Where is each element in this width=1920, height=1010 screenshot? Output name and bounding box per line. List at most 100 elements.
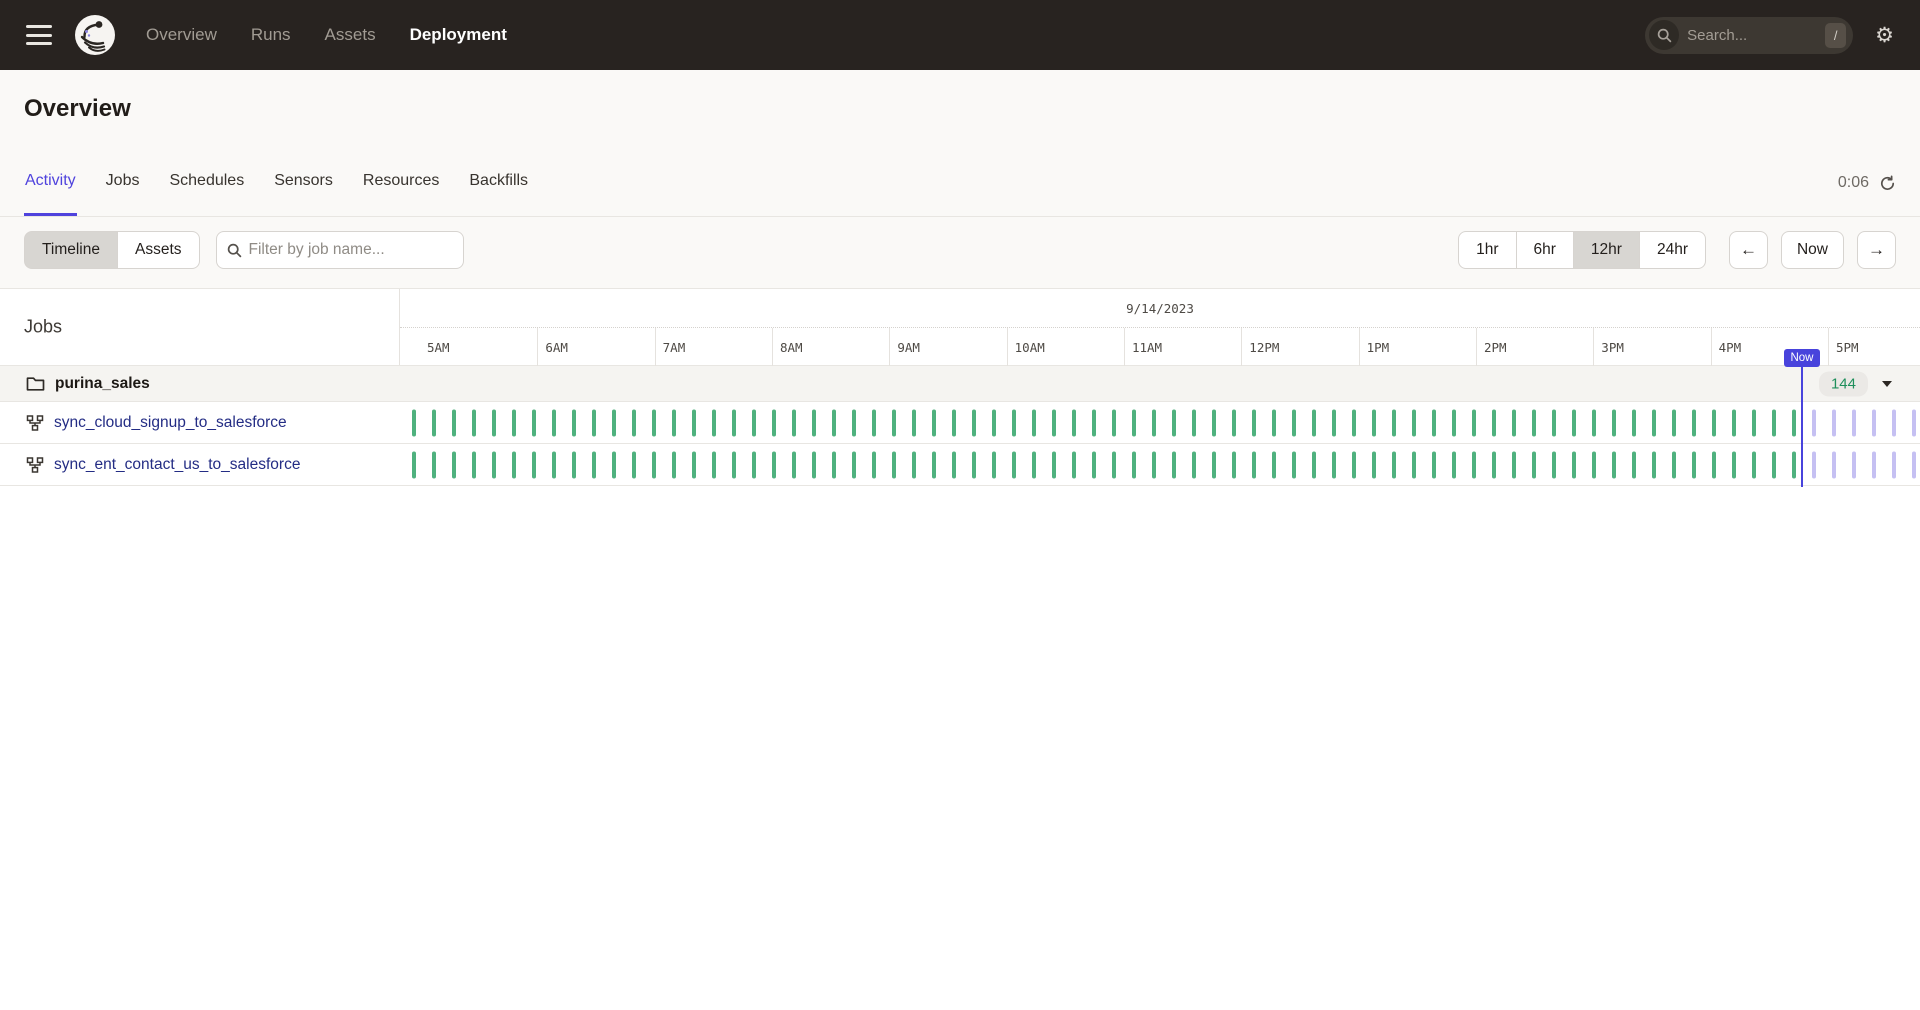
success-run-tick[interactable] <box>1432 409 1436 436</box>
success-run-tick[interactable] <box>872 409 876 436</box>
success-run-tick[interactable] <box>1492 451 1496 478</box>
scheduled-run-tick[interactable] <box>1852 451 1856 478</box>
success-run-tick[interactable] <box>1632 451 1636 478</box>
success-run-tick[interactable] <box>1372 409 1376 436</box>
success-run-tick[interactable] <box>1112 451 1116 478</box>
success-run-tick[interactable] <box>1652 409 1656 436</box>
success-run-tick[interactable] <box>1432 451 1436 478</box>
success-run-tick[interactable] <box>952 451 956 478</box>
nav-link-overview[interactable]: Overview <box>146 25 217 44</box>
success-run-tick[interactable] <box>672 451 676 478</box>
success-run-tick[interactable] <box>1692 409 1696 436</box>
refresh-icon[interactable] <box>1879 174 1896 192</box>
success-run-tick[interactable] <box>1712 409 1716 436</box>
success-run-tick[interactable] <box>1512 409 1516 436</box>
range-12hr-button[interactable]: 12hr <box>1572 231 1640 269</box>
success-run-tick[interactable] <box>632 409 636 436</box>
success-run-tick[interactable] <box>632 451 636 478</box>
success-run-tick[interactable] <box>1752 409 1756 436</box>
success-run-tick[interactable] <box>1032 409 1036 436</box>
success-run-tick[interactable] <box>712 409 716 436</box>
success-run-tick[interactable] <box>1652 451 1656 478</box>
success-run-tick[interactable] <box>1232 409 1236 436</box>
tab-sensors[interactable]: Sensors <box>274 172 333 189</box>
success-run-tick[interactable] <box>1312 409 1316 436</box>
job-link[interactable]: sync_ent_contact_us_to_salesforce <box>54 455 301 473</box>
success-run-tick[interactable] <box>1192 409 1196 436</box>
success-run-tick[interactable] <box>1532 409 1536 436</box>
success-run-tick[interactable] <box>1152 409 1156 436</box>
success-run-tick[interactable] <box>1772 409 1776 436</box>
success-run-tick[interactable] <box>1252 409 1256 436</box>
success-run-tick[interactable] <box>852 409 856 436</box>
success-run-tick[interactable] <box>872 451 876 478</box>
success-run-tick[interactable] <box>1012 451 1016 478</box>
success-run-tick[interactable] <box>672 409 676 436</box>
scheduled-run-tick[interactable] <box>1812 451 1816 478</box>
success-run-tick[interactable] <box>592 409 596 436</box>
tab-resources[interactable]: Resources <box>362 172 440 189</box>
success-run-tick[interactable] <box>532 409 536 436</box>
success-run-tick[interactable] <box>492 451 496 478</box>
success-run-tick[interactable] <box>1412 451 1416 478</box>
success-run-tick[interactable] <box>412 409 416 436</box>
success-run-tick[interactable] <box>972 409 976 436</box>
success-run-tick[interactable] <box>1772 451 1776 478</box>
success-run-tick[interactable] <box>792 409 796 436</box>
success-run-tick[interactable] <box>1512 451 1516 478</box>
success-run-tick[interactable] <box>1472 409 1476 436</box>
success-run-tick[interactable] <box>932 409 936 436</box>
success-run-tick[interactable] <box>732 451 736 478</box>
success-run-tick[interactable] <box>772 451 776 478</box>
nav-link-assets[interactable]: Assets <box>324 25 376 44</box>
success-run-tick[interactable] <box>1672 451 1676 478</box>
success-run-tick[interactable] <box>812 409 816 436</box>
success-run-tick[interactable] <box>812 451 816 478</box>
success-run-tick[interactable] <box>492 409 496 436</box>
job-group-name[interactable]: purina_sales <box>55 374 150 392</box>
success-run-tick[interactable] <box>652 409 656 436</box>
success-run-tick[interactable] <box>1232 451 1236 478</box>
success-run-tick[interactable] <box>1292 451 1296 478</box>
success-run-tick[interactable] <box>612 409 616 436</box>
success-run-tick[interactable] <box>732 409 736 436</box>
success-run-tick[interactable] <box>1212 409 1216 436</box>
success-run-tick[interactable] <box>592 451 596 478</box>
nav-link-runs[interactable]: Runs <box>250 25 291 44</box>
success-run-tick[interactable] <box>912 451 916 478</box>
success-run-tick[interactable] <box>1572 451 1576 478</box>
success-run-tick[interactable] <box>1152 451 1156 478</box>
success-run-tick[interactable] <box>832 451 836 478</box>
success-run-tick[interactable] <box>472 409 476 436</box>
success-run-tick[interactable] <box>512 451 516 478</box>
success-run-tick[interactable] <box>572 409 576 436</box>
tab-backfills[interactable]: Backfills <box>469 172 529 189</box>
scheduled-run-tick[interactable] <box>1832 409 1836 436</box>
success-run-tick[interactable] <box>1172 451 1176 478</box>
tab-schedules[interactable]: Schedules <box>169 172 245 189</box>
success-run-tick[interactable] <box>1472 451 1476 478</box>
success-run-tick[interactable] <box>1072 451 1076 478</box>
success-run-tick[interactable] <box>1732 409 1736 436</box>
settings-gear-icon[interactable]: ⚙ <box>1875 23 1894 47</box>
success-run-tick[interactable] <box>1452 451 1456 478</box>
scheduled-run-tick[interactable] <box>1812 409 1816 436</box>
success-run-tick[interactable] <box>712 451 716 478</box>
run-count-badge[interactable]: 144 <box>1818 371 1868 396</box>
success-run-tick[interactable] <box>1732 451 1736 478</box>
success-run-tick[interactable] <box>1392 409 1396 436</box>
success-run-tick[interactable] <box>752 409 756 436</box>
success-run-tick[interactable] <box>1492 409 1496 436</box>
success-run-tick[interactable] <box>1092 409 1096 436</box>
success-run-tick[interactable] <box>612 451 616 478</box>
success-run-tick[interactable] <box>432 409 436 436</box>
success-run-tick[interactable] <box>1412 409 1416 436</box>
success-run-tick[interactable] <box>1372 451 1376 478</box>
success-run-tick[interactable] <box>1172 409 1176 436</box>
job-group-row[interactable]: purina_sales 144 <box>0 366 1920 402</box>
success-run-tick[interactable] <box>1212 451 1216 478</box>
tab-jobs[interactable]: Jobs <box>105 172 140 189</box>
success-run-tick[interactable] <box>472 451 476 478</box>
scheduled-run-tick[interactable] <box>1832 451 1836 478</box>
scheduled-run-tick[interactable] <box>1872 409 1876 436</box>
